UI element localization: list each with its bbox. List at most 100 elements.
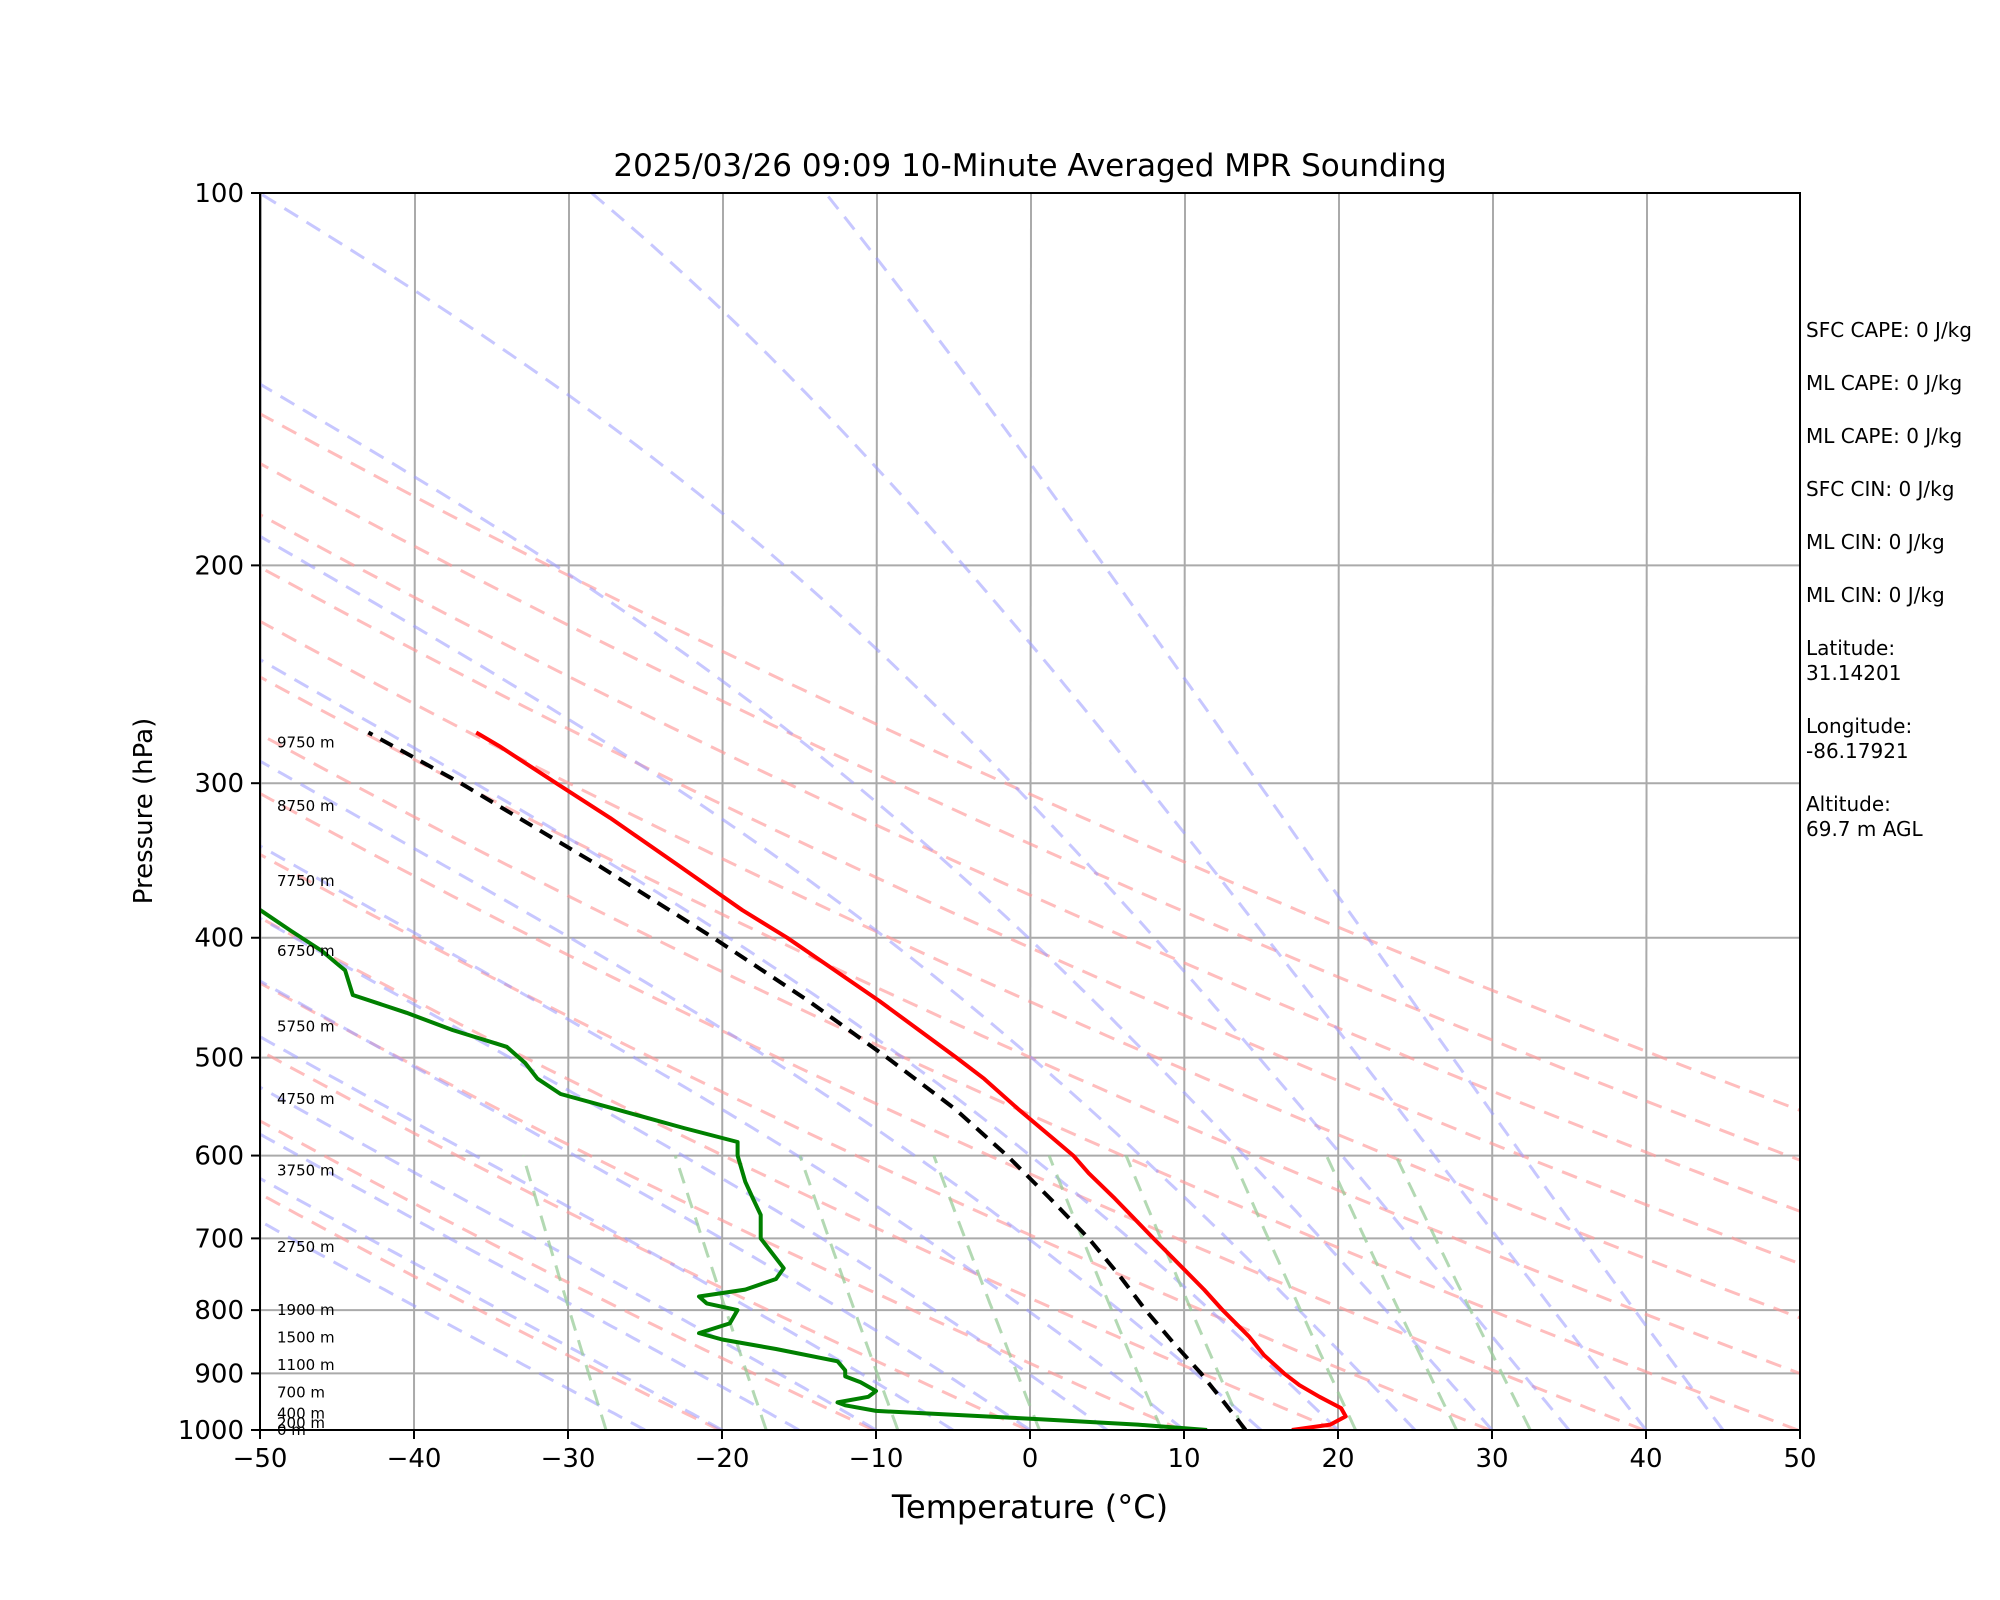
x-tick-label: 40 — [1629, 1444, 1662, 1474]
isotherm-line — [875, 193, 879, 1430]
x-tick-label: 20 — [1321, 1444, 1354, 1474]
moist-adiabat — [260, 1034, 954, 1430]
isotherm-line — [1183, 193, 1187, 1430]
height-label: 3750 m — [277, 1162, 335, 1180]
ml-cape-text: ML CAPE: 0 J/kg — [1806, 371, 1963, 395]
chart-title: 2025/03/26 09:09 10-Minute Averaged MPR … — [613, 148, 1446, 184]
dewpoint-line — [260, 907, 1208, 1430]
height-label: 5750 m — [277, 1018, 335, 1036]
temperature-line — [475, 730, 1348, 1430]
height-label: 1100 m — [277, 1356, 335, 1374]
dry-adiabat — [260, 981, 1183, 1430]
parcel-line — [367, 730, 1248, 1430]
height-label: 1500 m — [277, 1329, 335, 1347]
ml-cin-text: ML CIN: 0 J/kg — [1806, 530, 1945, 554]
isotherm-line — [721, 193, 725, 1430]
y-tick-label: 600 — [194, 1142, 244, 1172]
mixing-ratio-line — [1394, 1154, 1532, 1430]
x-tick-label: 10 — [1167, 1444, 1200, 1474]
height-label: 2750 m — [277, 1238, 335, 1256]
x-tick-label: −20 — [695, 1444, 750, 1474]
longitude-label: Longitude: — [1806, 714, 1913, 738]
x-tick-label: −40 — [387, 1444, 442, 1474]
moist-adiabat — [260, 1176, 723, 1430]
sounding-series — [260, 730, 1348, 1430]
sfc-cape-text: SFC CAPE: 0 J/kg — [1806, 318, 1972, 342]
mixing-ratio-line — [521, 1155, 608, 1430]
moist-adiabat — [260, 193, 1571, 1430]
isotherm-line — [1337, 193, 1341, 1430]
moist-adiabat — [260, 1219, 646, 1430]
dry-adiabat — [260, 791, 1645, 1430]
moist-adiabat — [260, 1132, 800, 1430]
height-label: 8750 m — [277, 797, 335, 815]
moist-adiabat — [260, 979, 1031, 1430]
ml-cape-text-2: ML CAPE: 0 J/kg — [1806, 424, 1963, 448]
mixing-ratio-line — [1124, 1155, 1245, 1430]
dry-adiabat — [260, 1192, 721, 1430]
y-tick-label: 900 — [194, 1359, 244, 1389]
mixing-ratio-line — [1325, 1154, 1458, 1430]
x-tick-label: 30 — [1475, 1444, 1508, 1474]
mixing-ratio-line — [1047, 1155, 1163, 1430]
y-tick-label: 200 — [194, 551, 244, 581]
sfc-cin-text: SFC CIN: 0 J/kg — [1806, 477, 1955, 501]
moist-adiabat — [590, 193, 1648, 1430]
y-tick-label: 1000 — [178, 1416, 244, 1446]
moist-adiabat — [260, 534, 1417, 1430]
x-tick-label: −50 — [233, 1444, 288, 1474]
height-label: 6750 m — [277, 942, 335, 960]
isotherm-line — [413, 193, 417, 1430]
isotherm-line — [1645, 193, 1649, 1430]
dry-adiabat — [260, 412, 1800, 1112]
ml-cin-text-2: ML CIN: 0 J/kg — [1806, 583, 1945, 607]
height-label: 7750 m — [277, 872, 335, 890]
x-tick-label: 50 — [1783, 1444, 1816, 1474]
moist-adiabat — [260, 1085, 877, 1430]
mixing-ratio-line — [1230, 1154, 1357, 1430]
y-axis-label: Pressure (hPa) — [129, 718, 159, 905]
height-label: 200 m — [277, 1414, 325, 1432]
x-axis-label: Temperature (°C) — [891, 1488, 1168, 1526]
x-tick-label: −10 — [849, 1444, 904, 1474]
x-tick-label: −30 — [541, 1444, 596, 1474]
altitude-label: Altitude: — [1806, 792, 1891, 816]
x-tick-label: 0 — [1022, 1444, 1039, 1474]
dry-adiabat — [260, 619, 1800, 1320]
altitude-value: 69.7 m AGL — [1806, 817, 1923, 841]
axis-ticks: −50 −40 −30 −20 −10 0 10 20 30 40 50 100 200 300 400 50… — [178, 179, 1817, 1474]
y-tick-label: 500 — [194, 1044, 244, 1074]
dry-adiabat — [260, 1049, 1029, 1430]
height-label: 4750 m — [277, 1090, 335, 1108]
longitude-value: -86.17921 — [1806, 739, 1909, 763]
mixing-ratio-line — [673, 1155, 768, 1430]
y-tick-label: 400 — [194, 924, 244, 954]
height-label: 400 m — [277, 1405, 325, 1423]
y-tick-label: 800 — [194, 1296, 244, 1326]
dry-adiabat — [260, 675, 1800, 1376]
y-tick-label: 100 — [194, 179, 244, 209]
isotherm-line — [1029, 193, 1033, 1430]
moist-adiabat — [260, 844, 1185, 1430]
latitude-value: 31.14201 — [1806, 661, 1902, 685]
info-panel: SFC CAPE: 0 J/kg ML CAPE: 0 J/kg ML CAPE… — [1806, 318, 1972, 842]
height-label: 1900 m — [277, 1301, 335, 1319]
y-tick-label: 700 — [194, 1224, 244, 1254]
moist-adiabat — [260, 657, 1340, 1430]
isotherm-line — [1491, 193, 1495, 1430]
latitude-label: Latitude: — [1806, 636, 1896, 660]
moist-adiabat — [824, 193, 1725, 1430]
height-label: 9750 m — [277, 733, 335, 751]
y-tick-label: 300 — [194, 769, 244, 799]
height-label: 0 m — [277, 1421, 306, 1439]
moist-adiabat — [260, 759, 1262, 1430]
moist-adiabat — [260, 382, 1494, 1430]
reference-lines — [260, 193, 1800, 1430]
dry-adiabat — [260, 915, 1337, 1430]
height-label: 700 m — [277, 1384, 325, 1402]
isotherm-line — [567, 193, 571, 1430]
dry-adiabat — [260, 732, 1799, 1430]
dry-adiabat — [260, 565, 1800, 1266]
height-labels: 9750 m 8750 m 7750 m 6750 m 5750 m 4750 m 3750… — [277, 733, 335, 1439]
